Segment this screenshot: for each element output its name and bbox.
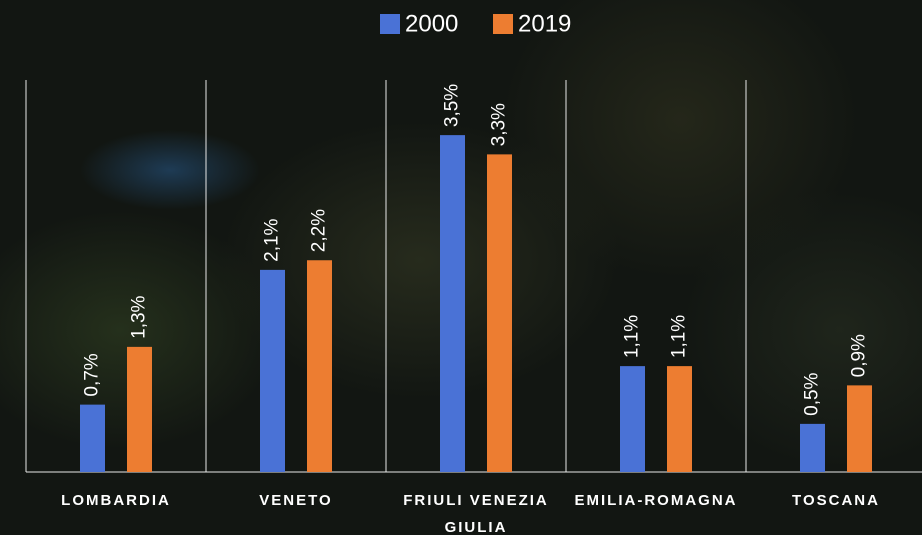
value-label: 0,7%: [82, 353, 103, 396]
value-label: 2,1%: [262, 218, 283, 261]
bar: [440, 135, 465, 472]
bar: [80, 404, 105, 472]
legend-label: 2019: [518, 10, 571, 37]
x-tick-label: TOSCANA: [792, 492, 880, 509]
bar: [487, 154, 512, 472]
legend-label: 2000: [405, 10, 458, 37]
x-tick-label: EMILIA-ROMAGNA: [574, 492, 738, 509]
bar: [667, 366, 692, 472]
x-tick-label: VENETO: [259, 492, 333, 509]
value-label: 2,2%: [309, 209, 330, 252]
value-label: 3,3%: [489, 103, 510, 146]
bar: [800, 423, 825, 472]
value-label: 3,5%: [442, 84, 463, 127]
bar: [307, 260, 332, 472]
bar: [127, 346, 152, 472]
value-label: 0,5%: [802, 372, 823, 415]
legend-swatch: [380, 14, 400, 34]
value-label: 0,9%: [849, 334, 870, 377]
legend-swatch: [493, 14, 513, 34]
value-label: 1,1%: [622, 315, 643, 358]
value-label: 1,1%: [669, 315, 690, 358]
bar: [847, 385, 872, 472]
bar: [260, 269, 285, 472]
x-tick-label: FRIULI VENEZIA GIULIA: [403, 492, 549, 535]
x-tick-label: LOMBARDIA: [61, 492, 171, 509]
bar: [620, 366, 645, 472]
value-label: 1,3%: [129, 295, 150, 338]
